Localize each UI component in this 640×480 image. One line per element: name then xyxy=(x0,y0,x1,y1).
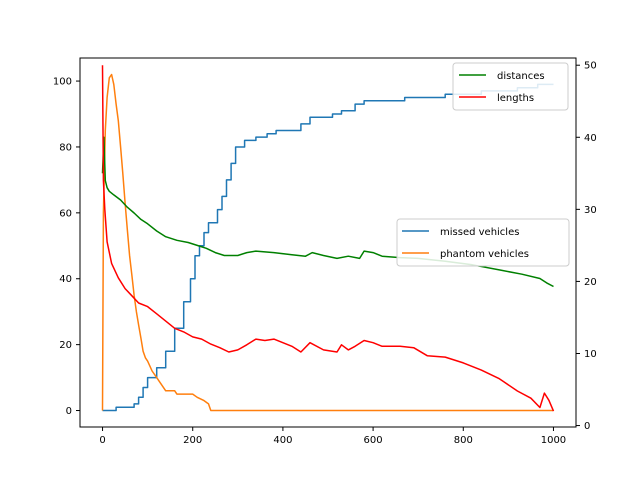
y-left-tick-label: 0 xyxy=(66,406,72,417)
x-tick-label: 0 xyxy=(99,435,105,446)
series-line-missed-vehicles xyxy=(102,83,554,412)
y-right-tick-label: 10 xyxy=(584,349,597,360)
x-tick-label: 1000 xyxy=(541,435,566,446)
y-right-tick-label: 0 xyxy=(584,421,590,432)
y-left-tick-label: 80 xyxy=(59,142,72,153)
y-left-tick-label: 100 xyxy=(53,77,72,88)
series-line-lengths xyxy=(101,65,555,412)
legend-label-phantom-vehicles: phantom vehicles xyxy=(440,249,529,260)
legend-center-right-box xyxy=(396,218,570,267)
y-left-tick-label: 20 xyxy=(59,340,72,351)
y-right-tick-label: 30 xyxy=(584,205,597,216)
legend-center-right: missed vehicles phantom vehicles xyxy=(396,218,570,267)
series-line-phantom-vehicles xyxy=(101,73,554,412)
plot-frame xyxy=(79,57,577,428)
legend-label-lengths: lengths xyxy=(497,93,534,104)
legend-label-missed-vehicles: missed vehicles xyxy=(440,227,519,238)
y-right-tick-label: 50 xyxy=(584,61,597,72)
legend-label-distances: distances xyxy=(497,71,545,82)
x-tick-label: 200 xyxy=(183,435,202,446)
y-right-tick-label: 40 xyxy=(584,133,597,144)
y-left-tick-label: 60 xyxy=(59,208,72,219)
plot-lines xyxy=(101,65,555,412)
x-tick-label: 800 xyxy=(454,435,473,446)
y-left-tick-label: 40 xyxy=(59,274,72,285)
y-right-tick-label: 20 xyxy=(584,277,597,288)
x-tick-label: 400 xyxy=(273,435,292,446)
x-tick-label: 600 xyxy=(364,435,383,446)
legend-top-right: distances lengths xyxy=(452,62,569,111)
